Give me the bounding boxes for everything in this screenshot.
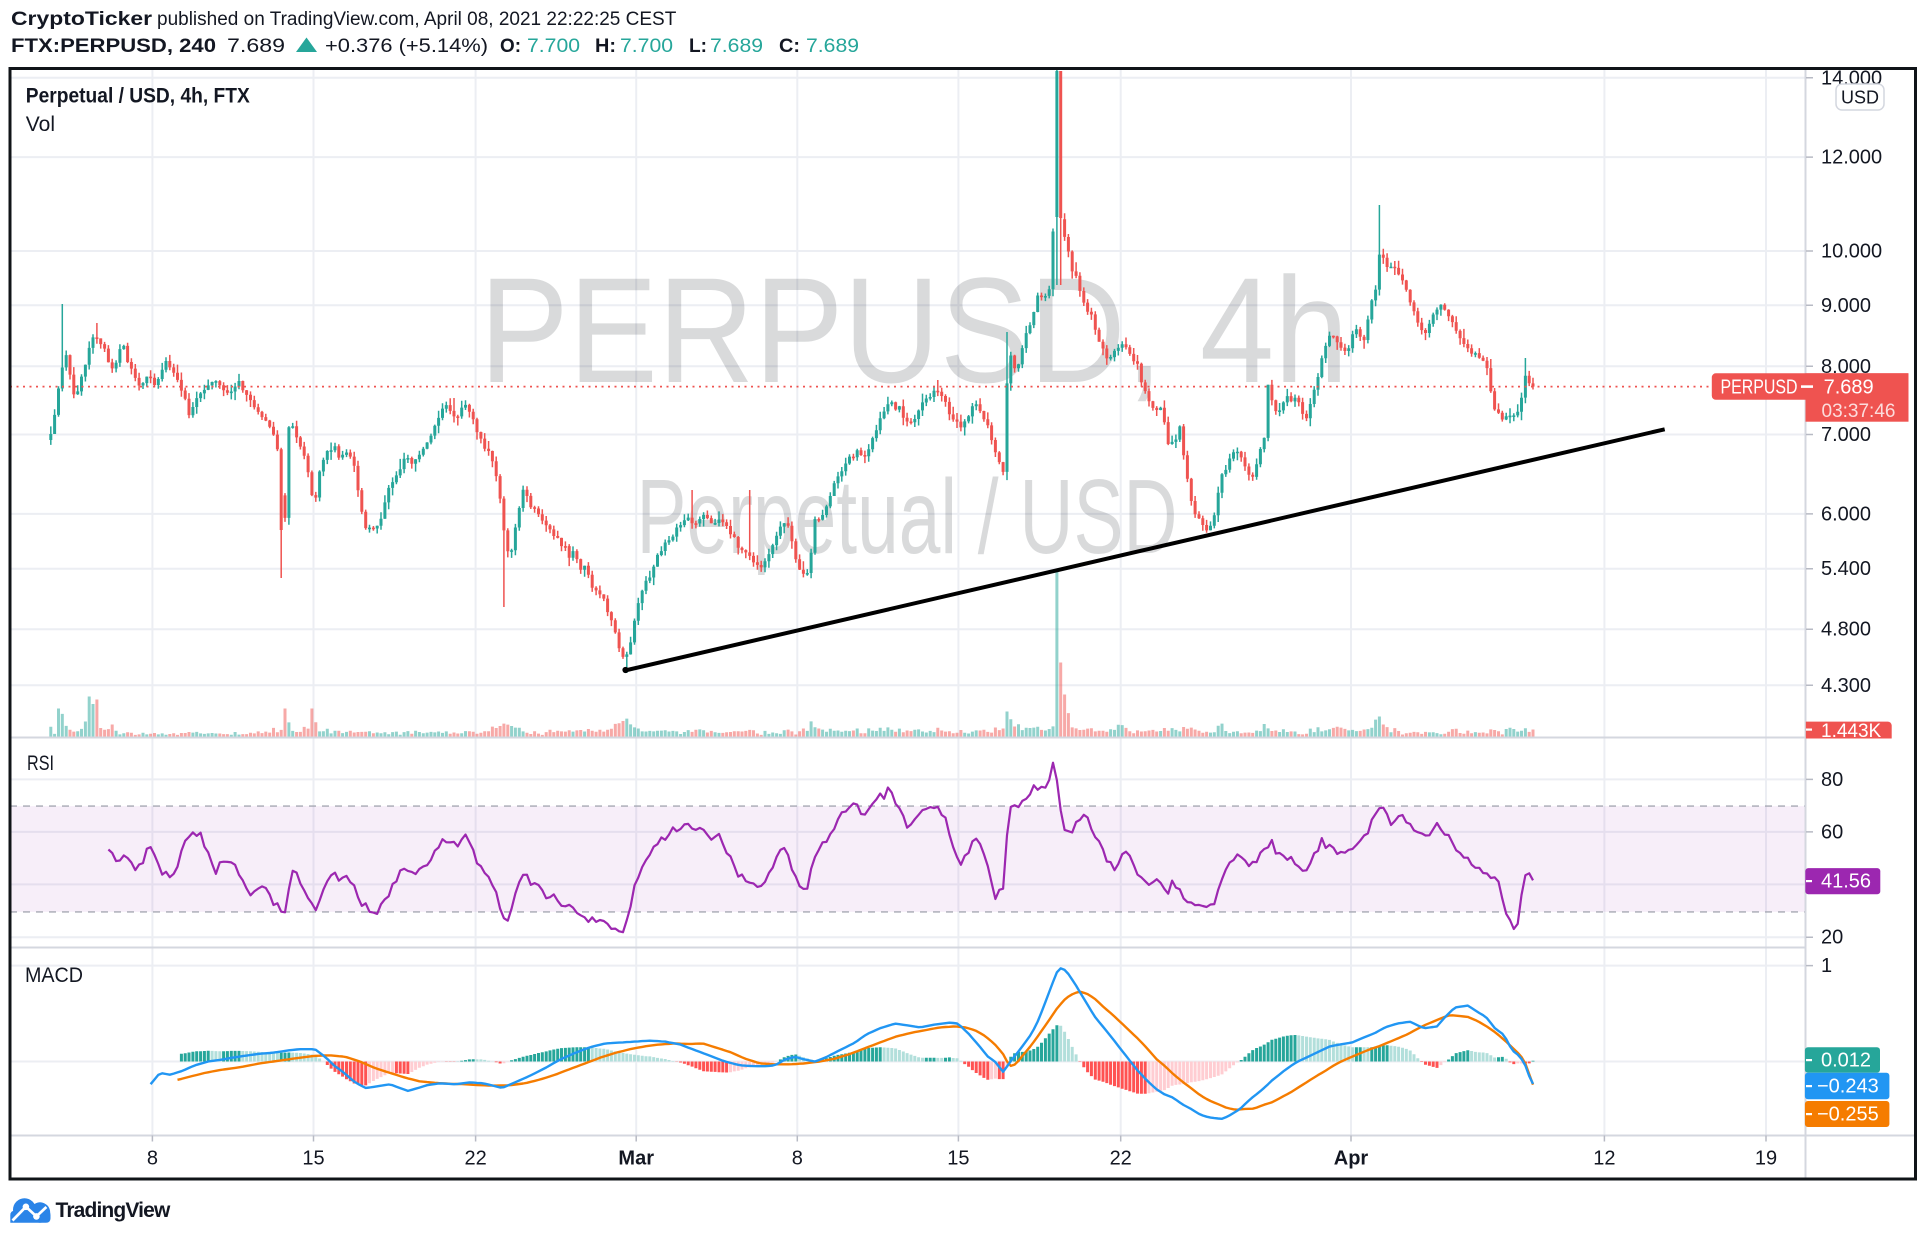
- svg-text:Vol: Vol: [26, 113, 55, 136]
- svg-text:9.000: 9.000: [1821, 295, 1871, 317]
- svg-text:15: 15: [302, 1148, 324, 1170]
- svg-text:15: 15: [947, 1148, 969, 1170]
- svg-text:8: 8: [792, 1148, 803, 1170]
- svg-text:USD: USD: [1841, 88, 1879, 108]
- svg-text:10.000: 10.000: [1821, 241, 1882, 263]
- svg-text:0.012: 0.012: [1821, 1050, 1871, 1072]
- svg-text:FTX:PERPUSD, 240: FTX:PERPUSD, 240: [11, 36, 216, 57]
- svg-text:CryptoTicker: CryptoTicker: [11, 9, 153, 30]
- svg-text:7.700: 7.700: [527, 36, 580, 57]
- svg-text:7.000: 7.000: [1821, 424, 1871, 446]
- svg-text:6.000: 6.000: [1821, 503, 1871, 525]
- svg-text:7.689: 7.689: [227, 36, 285, 57]
- svg-text:Perpetual / USD: Perpetual / USD: [637, 458, 1178, 576]
- svg-text:RSI: RSI: [27, 752, 54, 775]
- svg-text:22: 22: [464, 1148, 486, 1170]
- svg-text:8: 8: [147, 1148, 158, 1170]
- svg-text:TradingView: TradingView: [56, 1199, 171, 1222]
- svg-text:4.300: 4.300: [1821, 675, 1871, 697]
- svg-text:7.689: 7.689: [710, 36, 763, 57]
- svg-text:8.000: 8.000: [1821, 356, 1871, 378]
- svg-text:O:: O:: [500, 36, 521, 57]
- svg-text:7.689: 7.689: [806, 36, 859, 57]
- svg-text:12: 12: [1593, 1148, 1615, 1170]
- svg-text:−0.255: −0.255: [1817, 1104, 1879, 1126]
- svg-text:H:: H:: [595, 36, 616, 57]
- svg-text:PERPUSD, 4h: PERPUSD, 4h: [480, 246, 1349, 414]
- svg-text:7.689: 7.689: [1824, 376, 1874, 398]
- svg-text:7.700: 7.700: [620, 36, 673, 57]
- svg-text:Perpetual / USD, 4h, FTX: Perpetual / USD, 4h, FTX: [26, 85, 250, 108]
- svg-text:published on TradingView.com,: published on TradingView.com, April 08, …: [157, 9, 677, 30]
- svg-text:−0.243: −0.243: [1817, 1076, 1879, 1098]
- svg-text:80: 80: [1821, 769, 1843, 791]
- svg-text:20: 20: [1821, 927, 1843, 949]
- svg-text:MACD: MACD: [25, 964, 83, 987]
- svg-text:19: 19: [1755, 1148, 1777, 1170]
- svg-text:12.000: 12.000: [1821, 147, 1882, 169]
- svg-text:5.400: 5.400: [1821, 558, 1871, 580]
- svg-text:L:: L:: [689, 36, 707, 57]
- svg-text:C:: C:: [779, 36, 800, 57]
- svg-text:Mar: Mar: [618, 1148, 654, 1170]
- svg-text:41.56: 41.56: [1821, 871, 1871, 893]
- svg-text:Apr: Apr: [1334, 1148, 1369, 1170]
- svg-text:+0.376 (+5.14%): +0.376 (+5.14%): [325, 36, 488, 57]
- svg-text:1: 1: [1821, 955, 1832, 977]
- svg-text:60: 60: [1821, 821, 1843, 843]
- svg-text:03:37:46: 03:37:46: [1822, 401, 1896, 422]
- svg-text:4.800: 4.800: [1821, 619, 1871, 641]
- svg-text:22: 22: [1110, 1148, 1132, 1170]
- svg-text:PERPUSD: PERPUSD: [1721, 376, 1798, 398]
- svg-text:1.443K: 1.443K: [1821, 721, 1882, 742]
